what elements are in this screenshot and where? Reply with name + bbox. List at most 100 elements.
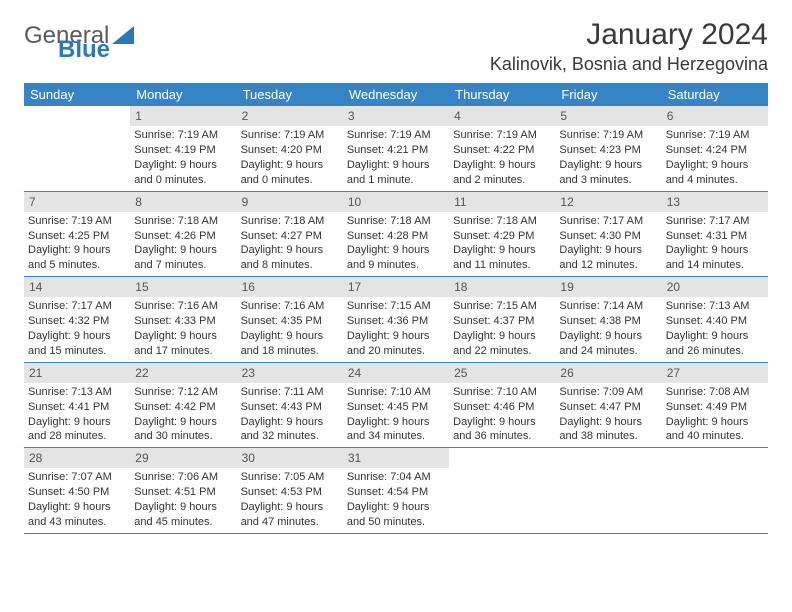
- calendar-day-cell: 5Sunrise: 7:19 AMSunset: 4:23 PMDaylight…: [555, 106, 661, 191]
- calendar-day-cell: .: [24, 106, 130, 191]
- daylight-line-2: and 47 minutes.: [241, 515, 339, 530]
- sunrise-line: Sunrise: 7:16 AM: [134, 299, 232, 314]
- sunrise-line: Sunrise: 7:13 AM: [28, 385, 126, 400]
- sunset-line: Sunset: 4:37 PM: [453, 314, 551, 329]
- sunset-line: Sunset: 4:53 PM: [241, 485, 339, 500]
- calendar-week-row: 28Sunrise: 7:07 AMSunset: 4:50 PMDayligh…: [24, 448, 768, 534]
- sunrise-line: Sunrise: 7:18 AM: [453, 214, 551, 229]
- day-number: 22: [130, 363, 236, 383]
- calendar-table: Sunday Monday Tuesday Wednesday Thursday…: [24, 83, 768, 534]
- sunrise-line: Sunrise: 7:11 AM: [241, 385, 339, 400]
- daylight-line-1: Daylight: 9 hours: [28, 329, 126, 344]
- daylight-line-1: Daylight: 9 hours: [241, 329, 339, 344]
- sunset-line: Sunset: 4:31 PM: [666, 229, 764, 244]
- day-header: Thursday: [449, 83, 555, 106]
- day-header: Sunday: [24, 83, 130, 106]
- sunrise-line: Sunrise: 7:19 AM: [453, 128, 551, 143]
- calendar-day-cell: 20Sunrise: 7:13 AMSunset: 4:40 PMDayligh…: [662, 277, 768, 363]
- day-number: 30: [237, 448, 343, 468]
- logo-text-blue: Blue: [58, 36, 110, 63]
- calendar-day-cell: 8Sunrise: 7:18 AMSunset: 4:26 PMDaylight…: [130, 191, 236, 277]
- month-title: January 2024: [490, 18, 768, 52]
- sunset-line: Sunset: 4:29 PM: [453, 229, 551, 244]
- sunset-line: Sunset: 4:47 PM: [559, 400, 657, 415]
- daylight-line-2: and 15 minutes.: [28, 344, 126, 359]
- title-block: January 2024 Kalinovik, Bosnia and Herze…: [490, 18, 768, 75]
- day-header: Friday: [555, 83, 661, 106]
- calendar-day-cell: 7Sunrise: 7:19 AMSunset: 4:25 PMDaylight…: [24, 191, 130, 277]
- calendar-day-cell: 25Sunrise: 7:10 AMSunset: 4:46 PMDayligh…: [449, 362, 555, 448]
- daylight-line-2: and 0 minutes.: [134, 173, 232, 188]
- sunset-line: Sunset: 4:50 PM: [28, 485, 126, 500]
- sunset-line: Sunset: 4:22 PM: [453, 143, 551, 158]
- daylight-line-2: and 0 minutes.: [241, 173, 339, 188]
- day-number: 21: [24, 363, 130, 383]
- sunrise-line: Sunrise: 7:17 AM: [666, 214, 764, 229]
- calendar-day-cell: .: [662, 448, 768, 534]
- sunrise-line: Sunrise: 7:12 AM: [134, 385, 232, 400]
- sunset-line: Sunset: 4:41 PM: [28, 400, 126, 415]
- day-number: 13: [662, 192, 768, 212]
- daylight-line-1: Daylight: 9 hours: [666, 243, 764, 258]
- sunset-line: Sunset: 4:23 PM: [559, 143, 657, 158]
- daylight-line-1: Daylight: 9 hours: [453, 243, 551, 258]
- daylight-line-1: Daylight: 9 hours: [28, 243, 126, 258]
- day-number: 5: [555, 106, 661, 126]
- day-number: 6: [662, 106, 768, 126]
- sunrise-line: Sunrise: 7:04 AM: [347, 470, 445, 485]
- day-number: 19: [555, 277, 661, 297]
- daylight-line-1: Daylight: 9 hours: [559, 415, 657, 430]
- sunrise-line: Sunrise: 7:19 AM: [666, 128, 764, 143]
- day-number: 9: [237, 192, 343, 212]
- daylight-line-1: Daylight: 9 hours: [28, 415, 126, 430]
- daylight-line-1: Daylight: 9 hours: [134, 500, 232, 515]
- daylight-line-2: and 43 minutes.: [28, 515, 126, 530]
- sunset-line: Sunset: 4:42 PM: [134, 400, 232, 415]
- sunrise-line: Sunrise: 7:10 AM: [453, 385, 551, 400]
- sunset-line: Sunset: 4:49 PM: [666, 400, 764, 415]
- day-number: 12: [555, 192, 661, 212]
- daylight-line-2: and 50 minutes.: [347, 515, 445, 530]
- day-number: 16: [237, 277, 343, 297]
- sunset-line: Sunset: 4:30 PM: [559, 229, 657, 244]
- calendar-week-row: 14Sunrise: 7:17 AMSunset: 4:32 PMDayligh…: [24, 277, 768, 363]
- day-header-row: Sunday Monday Tuesday Wednesday Thursday…: [24, 83, 768, 106]
- sunrise-line: Sunrise: 7:16 AM: [241, 299, 339, 314]
- calendar-day-cell: 26Sunrise: 7:09 AMSunset: 4:47 PMDayligh…: [555, 362, 661, 448]
- daylight-line-1: Daylight: 9 hours: [453, 415, 551, 430]
- sunset-line: Sunset: 4:32 PM: [28, 314, 126, 329]
- day-number: 15: [130, 277, 236, 297]
- daylight-line-1: Daylight: 9 hours: [347, 500, 445, 515]
- daylight-line-2: and 12 minutes.: [559, 258, 657, 273]
- sunrise-line: Sunrise: 7:19 AM: [559, 128, 657, 143]
- day-number: 7: [24, 192, 130, 212]
- sunset-line: Sunset: 4:25 PM: [28, 229, 126, 244]
- sunset-line: Sunset: 4:27 PM: [241, 229, 339, 244]
- sunset-line: Sunset: 4:38 PM: [559, 314, 657, 329]
- daylight-line-1: Daylight: 9 hours: [666, 329, 764, 344]
- calendar-day-cell: 31Sunrise: 7:04 AMSunset: 4:54 PMDayligh…: [343, 448, 449, 534]
- daylight-line-2: and 24 minutes.: [559, 344, 657, 359]
- daylight-line-1: Daylight: 9 hours: [666, 158, 764, 173]
- daylight-line-2: and 28 minutes.: [28, 429, 126, 444]
- daylight-line-2: and 9 minutes.: [347, 258, 445, 273]
- sunset-line: Sunset: 4:43 PM: [241, 400, 339, 415]
- calendar-day-cell: .: [449, 448, 555, 534]
- daylight-line-1: Daylight: 9 hours: [347, 415, 445, 430]
- sunrise-line: Sunrise: 7:07 AM: [28, 470, 126, 485]
- location-label: Kalinovik, Bosnia and Herzegovina: [490, 54, 768, 75]
- daylight-line-2: and 5 minutes.: [28, 258, 126, 273]
- daylight-line-2: and 34 minutes.: [347, 429, 445, 444]
- sunrise-line: Sunrise: 7:19 AM: [134, 128, 232, 143]
- day-number: 18: [449, 277, 555, 297]
- sunset-line: Sunset: 4:24 PM: [666, 143, 764, 158]
- calendar-day-cell: .: [555, 448, 661, 534]
- daylight-line-2: and 45 minutes.: [134, 515, 232, 530]
- calendar-day-cell: 2Sunrise: 7:19 AMSunset: 4:20 PMDaylight…: [237, 106, 343, 191]
- daylight-line-2: and 11 minutes.: [453, 258, 551, 273]
- sunrise-line: Sunrise: 7:05 AM: [241, 470, 339, 485]
- calendar-day-cell: 1Sunrise: 7:19 AMSunset: 4:19 PMDaylight…: [130, 106, 236, 191]
- sunset-line: Sunset: 4:40 PM: [666, 314, 764, 329]
- daylight-line-2: and 8 minutes.: [241, 258, 339, 273]
- daylight-line-1: Daylight: 9 hours: [134, 415, 232, 430]
